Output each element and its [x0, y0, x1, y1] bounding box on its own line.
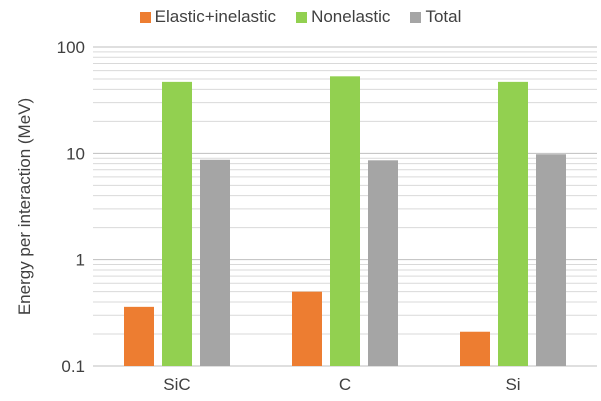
bar-sic-total	[200, 159, 230, 366]
y-tick-label: 1	[76, 251, 85, 270]
legend-swatch-nonelastic	[296, 11, 308, 23]
bar-si-nonelastic	[498, 81, 528, 366]
legend: Elastic+inelastic Nonelastic Total	[0, 7, 601, 27]
legend-label-nonelastic: Nonelastic	[311, 7, 391, 26]
bar-c-total	[368, 160, 398, 366]
y-tick-label: 0.1	[61, 357, 85, 376]
legend-swatch-total	[410, 11, 422, 23]
y-tick-label: 100	[57, 38, 85, 57]
y-tick-labels: 0.1 1 10 100	[57, 38, 85, 376]
x-category-labels: SiC C Si	[163, 375, 520, 394]
legend-swatch-elastic	[139, 11, 151, 23]
x-category-label: SiC	[163, 375, 190, 394]
bar-sic-nonelastic	[162, 81, 192, 366]
y-axis-title: Energy per interaction (MeV)	[15, 98, 34, 315]
x-category-label: Si	[505, 375, 520, 394]
legend-label-elastic: Elastic+inelastic	[154, 7, 277, 26]
bar-c-nonelastic	[330, 76, 360, 366]
bar-sic-elastic-inelastic	[124, 306, 154, 366]
x-category-label: C	[339, 375, 351, 394]
legend-item-elastic: Elastic+inelastic	[139, 7, 277, 27]
y-tick-label: 10	[66, 144, 85, 163]
bar-si-elastic-inelastic	[460, 331, 490, 366]
bars	[124, 76, 566, 366]
legend-label-total: Total	[425, 7, 462, 26]
bar-si-total	[536, 154, 566, 366]
legend-item-total: Total	[410, 7, 461, 27]
bar-c-elastic-inelastic	[292, 291, 322, 366]
legend-item-nonelastic: Nonelastic	[296, 7, 390, 27]
